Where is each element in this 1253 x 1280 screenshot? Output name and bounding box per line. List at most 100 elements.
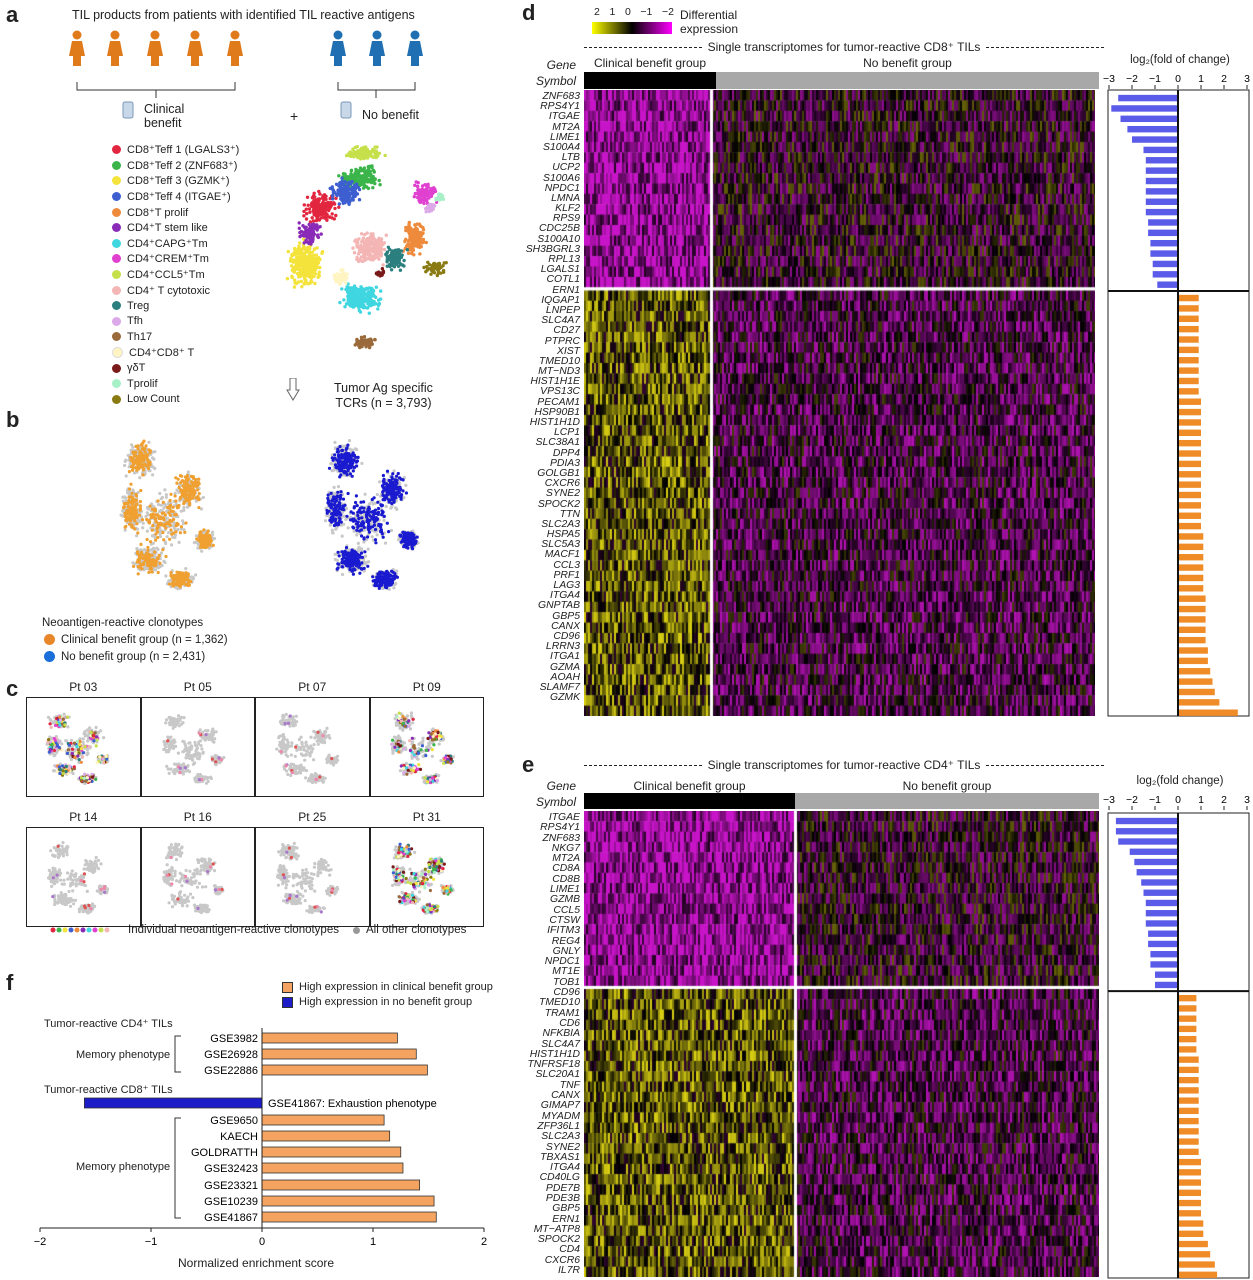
enrichment-bar-label: GOLDRATTH <box>191 1147 258 1159</box>
gene-label: CD6 <box>559 1017 580 1029</box>
fc-bar <box>1178 471 1201 478</box>
fc-bar <box>1115 817 1178 825</box>
gene-label: GOLGB1 <box>537 467 580 479</box>
gene-label: ZNF683 <box>542 91 580 102</box>
gene-label: GNPTAB <box>538 600 580 612</box>
gene-label: SPOCK2 <box>537 498 580 510</box>
tumor-ag-label: Tumor Ag specific TCRs (n = 3,793) <box>334 381 433 410</box>
colorbar-tick: 0 <box>624 6 631 18</box>
gene-label: LIME1 <box>549 131 580 143</box>
fc-bar <box>1111 105 1178 112</box>
umap-no-benefit <box>323 439 420 591</box>
fc-bar <box>1178 1261 1215 1268</box>
cluster-legend-item: CD4⁺ T cytotoxic <box>112 282 239 298</box>
d-group-no: No benefit group <box>863 56 952 70</box>
gene-label: CD4 <box>559 1244 580 1256</box>
colorbar-tick: −2 <box>662 6 674 18</box>
gene-label: TNFRSF18 <box>527 1059 580 1071</box>
x-tick-label: 0 <box>259 1236 265 1248</box>
enrichment-bar-label: GSE3982 <box>210 1033 258 1045</box>
panel-label-f: f <box>6 970 14 995</box>
e-group-clinical: Clinical benefit group <box>633 779 746 793</box>
gene-label: RPL13 <box>548 254 580 265</box>
fc-bar <box>1178 636 1206 644</box>
fc-bar <box>1178 1189 1201 1196</box>
gene-label: IQGAP1 <box>541 294 580 306</box>
x-tick-label: −1 <box>145 1236 158 1248</box>
fc-bar <box>1132 136 1178 143</box>
fc-bar <box>1145 208 1178 216</box>
patient-umap <box>369 697 484 797</box>
fc-bar <box>1143 889 1178 896</box>
patient-umap <box>26 827 141 927</box>
gene-label: MACF1 <box>544 549 580 561</box>
gene-label: MT2A <box>552 121 580 133</box>
fc-bar <box>1118 94 1178 102</box>
fc-tick-label: 1 <box>1198 794 1204 806</box>
gene-label: UCP2 <box>552 162 580 174</box>
gene-label: ERN1 <box>552 1213 580 1225</box>
fc-bar <box>1178 1046 1197 1053</box>
gene-label: ITGA4 <box>549 1162 580 1174</box>
enrichment-bar-label: GSE10239 <box>204 1196 258 1208</box>
enrichment-bar <box>261 1130 391 1142</box>
fc-bar <box>1178 377 1199 385</box>
enrichment-bar-label: GSE9650 <box>210 1115 258 1127</box>
cluster-legend: CD8⁺Teff 1 (LGALS3⁺) CD8⁺Teff 2 (ZNF683⁺)… <box>112 142 239 407</box>
umap-points <box>323 439 420 591</box>
gene-label: S100A10 <box>537 233 580 245</box>
fc-bar <box>1145 910 1178 917</box>
bracket <box>174 1117 181 1219</box>
gene-label: SLC2A3 <box>541 518 580 530</box>
e-header: Single transcriptomes for tumor-reactive… <box>584 758 1104 772</box>
enrichment-bar-label: GSE41867: Exhaustion phenotype <box>268 1098 437 1110</box>
panel-label-b: b <box>6 407 20 432</box>
cd8-title: Tumor-reactive CD8⁺ TILs <box>44 1084 173 1096</box>
umap-points <box>161 842 224 915</box>
enrichment-bar-label: GSE41867 <box>204 1212 258 1224</box>
enrichment-bar-label: KAECH <box>220 1131 258 1143</box>
e-no-benefit-bar <box>795 793 1099 809</box>
cluster-legend-item: CD8⁺Teff 3 (GZMK⁺) <box>112 173 239 189</box>
gene-label: GBP5 <box>552 1203 580 1215</box>
gene-label: TTN <box>559 508 580 520</box>
fc-bar <box>1145 920 1178 927</box>
fc-bar <box>1178 553 1204 561</box>
fc-bar <box>1178 305 1199 312</box>
colorbar-title: Differential expression <box>680 8 739 36</box>
enrichment-bar <box>261 1114 385 1126</box>
gene-label: LRRN3 <box>545 641 580 653</box>
gene-label: GZMB <box>549 894 580 906</box>
gene-label: GIMAP7 <box>540 1100 580 1112</box>
fc-bar <box>1178 1076 1199 1084</box>
fc-bar <box>1178 626 1206 633</box>
fc-tick-label: −3 <box>1103 794 1115 806</box>
fc-tick-label: 0 <box>1175 73 1181 85</box>
gene-label: RPS9 <box>552 213 580 225</box>
gene-label: NFKBIA <box>542 1028 580 1040</box>
enrichment-bar-label: GSE22886 <box>204 1065 258 1077</box>
gene-label: TMED10 <box>539 997 580 1009</box>
gene-label: CTSW <box>549 914 580 926</box>
umap-points <box>275 712 340 784</box>
umap-points <box>161 714 225 785</box>
gene-label: SLC2A3 <box>541 1131 580 1143</box>
fc-bar <box>1178 398 1201 405</box>
fc-bar <box>1150 239 1178 247</box>
e-foldchange-chart: −3 −2 −1 0 1 2 3 <box>1103 794 1250 1279</box>
fc-bar <box>1178 336 1199 343</box>
fc-bar <box>1178 1251 1211 1258</box>
legend-clinical-benefit: Clinical benefit group (n = 1,362) <box>44 632 228 648</box>
patient-umap <box>255 697 370 797</box>
patient-label: Pt 07 <box>298 680 327 694</box>
cluster-legend-item: CD8⁺Teff 2 (ZNF683⁺) <box>112 158 239 174</box>
patient-umap <box>255 827 370 927</box>
x-tick-label: 2 <box>481 1236 487 1248</box>
fc-bar <box>1178 1025 1197 1033</box>
fc-bar <box>1178 522 1201 530</box>
no-benefit-label: No benefit <box>362 108 419 122</box>
gene-label: CD96 <box>553 630 580 642</box>
gene-label: COTL1 <box>546 274 581 286</box>
fc-bar <box>1178 1210 1201 1217</box>
fc-bar <box>1178 388 1199 395</box>
